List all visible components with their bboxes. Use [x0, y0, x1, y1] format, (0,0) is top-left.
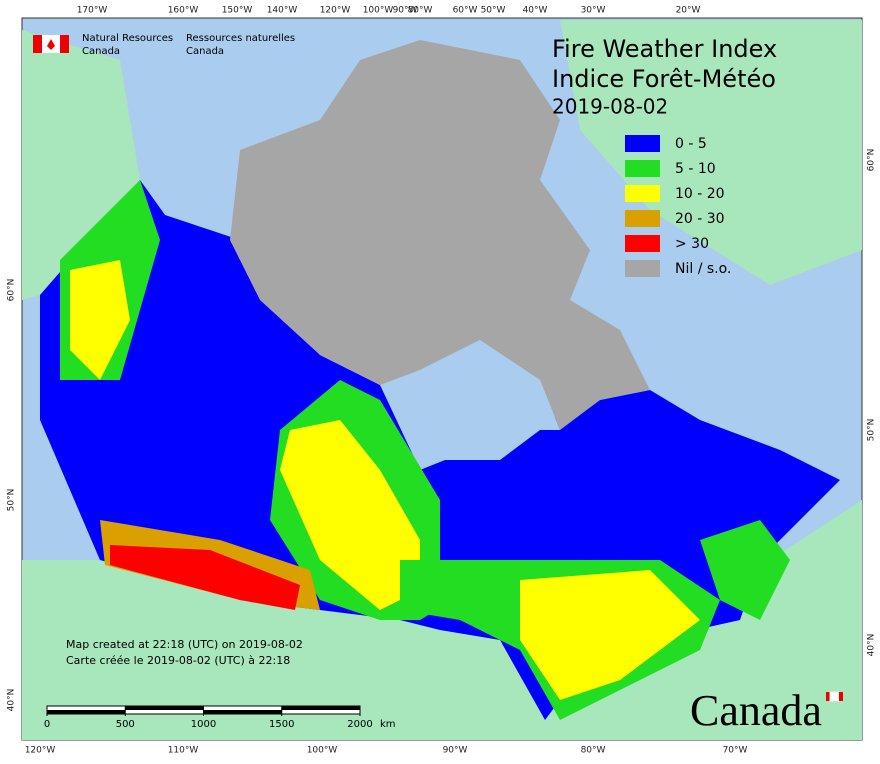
agency-signature: Natural Resources Canada Ressources natu… [33, 33, 295, 57]
graticule-label: 110°W [168, 746, 199, 756]
graticule: 170°W 160°W 150°W 140°W 120°W 100°W 90°W80°W 60… [7, 6, 877, 756]
legend: 0 - 5 5 - 10 10 - 20 20 - 30 > 30 Nil / s.o. [625, 135, 731, 277]
graticule-label: 60°W [453, 6, 478, 16]
note: Carte créée le 2019-08-02 (UTC) à 22:18 [66, 654, 290, 667]
graticule-label: 30°W [581, 6, 606, 16]
legend-swatch [625, 185, 660, 202]
wordmark: Canada [690, 686, 843, 735]
graticule-label: 40°N [867, 634, 877, 657]
agency-fr: Canada [186, 46, 224, 57]
graticule-label: 80°W [581, 746, 606, 756]
graticule-label: 40°N [7, 689, 17, 712]
scale-label: 500 [116, 719, 135, 730]
title: Indice Forêt-Météo [552, 65, 776, 93]
legend-swatch [625, 160, 660, 177]
scale-segment [203, 710, 282, 714]
agency-en: Canada [82, 46, 120, 57]
scale-segment [281, 706, 360, 710]
legend-label: > 30 [675, 236, 709, 252]
graticule-label: 70°W [723, 746, 748, 756]
agency-fr: Ressources naturelles [186, 33, 295, 44]
legend-swatch [625, 135, 660, 152]
legend-swatch [625, 235, 660, 252]
legend-swatch [625, 210, 660, 227]
graticule-label: 100°W [307, 746, 338, 756]
scale-label: 2000 [347, 719, 372, 730]
graticule-label: 20°W [676, 6, 701, 16]
graticule-label: 170°W [77, 6, 108, 16]
graticule-label: 90°W [393, 6, 418, 16]
graticule-label: 80°W [408, 6, 433, 16]
legend-label: 5 - 10 [675, 161, 716, 177]
graticule-label: 120°W [320, 6, 351, 16]
graticule-label: 140°W [267, 6, 298, 16]
scale-label: 0 [44, 719, 50, 730]
graticule-label: 50°W [481, 6, 506, 16]
scale-label: 1000 [191, 719, 216, 730]
graticule-label: 60°N [867, 149, 877, 172]
graticule-label: 90°W [443, 746, 468, 756]
graticule-label: 60°N [7, 279, 17, 302]
scale-unit: km [380, 719, 396, 730]
legend-swatch [625, 260, 660, 277]
graticule-label: 40°W [523, 6, 548, 16]
scale-segment [47, 710, 126, 714]
graticule-label: 100°W [363, 6, 394, 16]
legend-label: 20 - 30 [675, 211, 725, 227]
scale-bar: 0 500 1000 1500 2000 km [44, 705, 396, 730]
graticule-label: 160°W [168, 6, 199, 16]
land [22, 20, 862, 740]
legend-label: 0 - 5 [675, 136, 707, 152]
legend-label: 10 - 20 [675, 186, 725, 202]
graticule-label: 120°W [25, 746, 56, 756]
graticule-label: 150°W [222, 6, 253, 16]
agency-en: Natural Resources [82, 33, 173, 44]
date: 2019-08-02 [552, 95, 668, 119]
wordmark-text: Canada [690, 686, 822, 735]
note: Map created at 22:18 (UTC) on 2019-08-02 [66, 638, 303, 651]
scale-segment [125, 706, 204, 710]
legend-label: Nil / s.o. [675, 261, 731, 277]
scale-label: 1500 [269, 719, 294, 730]
title: Fire Weather Index [552, 35, 777, 63]
graticule-label: 50°N [7, 489, 17, 512]
graticule-label: 50°N [867, 419, 877, 442]
